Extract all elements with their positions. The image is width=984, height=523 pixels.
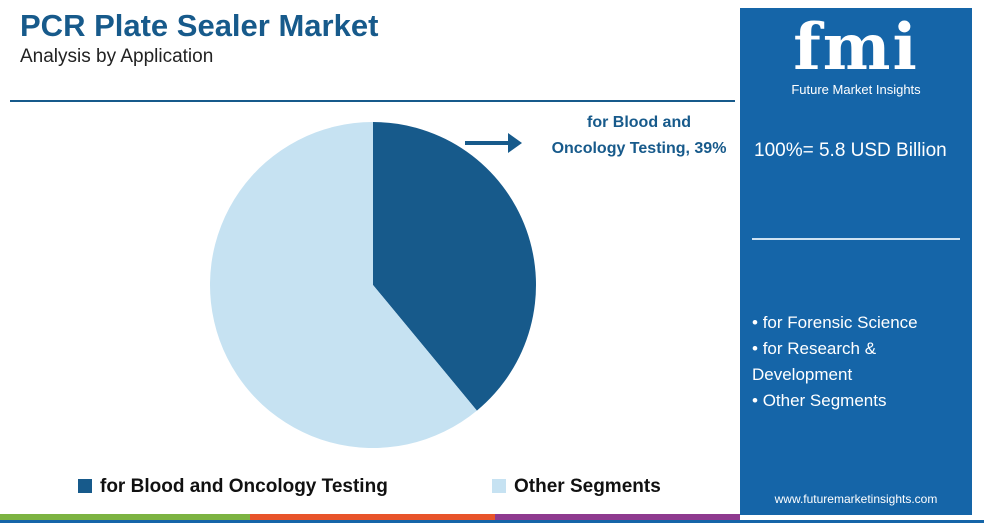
data-annotation: for Blood and Oncology Testing, 39% <box>551 114 727 157</box>
pie-slice <box>373 122 536 411</box>
chart: for Blood and Oncology Testing Other Segm… <box>0 100 740 520</box>
logo: fmi <box>793 10 919 85</box>
website: www.futuremarketinsights.com <box>774 492 938 506</box>
segment: for Research & Development <box>752 336 967 388</box>
side-panel: fmi Future Market Insights 100%= 5.8 USD… <box>740 8 972 515</box>
legend-swatch <box>78 479 92 493</box>
strip <box>0 520 984 523</box>
arrow-head <box>508 133 522 153</box>
strip <box>495 514 740 520</box>
chart-subtitle: Analysis by Application <box>20 46 214 67</box>
segment: for Forensic Science <box>752 310 967 336</box>
strip <box>250 514 495 520</box>
chart-title: PCR Plate Sealer Market <box>20 8 379 43</box>
separator <box>752 238 960 240</box>
pie-slice <box>209 122 477 448</box>
segment: Other Segments <box>752 388 967 414</box>
segment-list: for Forensic Science for Research & Deve… <box>752 310 967 414</box>
legend-label: for Blood and Oncology Testing <box>100 476 388 497</box>
legend-swatch <box>492 479 506 493</box>
legend-label: Other Segments <box>514 476 661 497</box>
strip <box>0 514 250 520</box>
brand: Future Market Insights <box>791 82 921 97</box>
total-label: 100%= 5.8 USD Billion <box>754 140 947 161</box>
